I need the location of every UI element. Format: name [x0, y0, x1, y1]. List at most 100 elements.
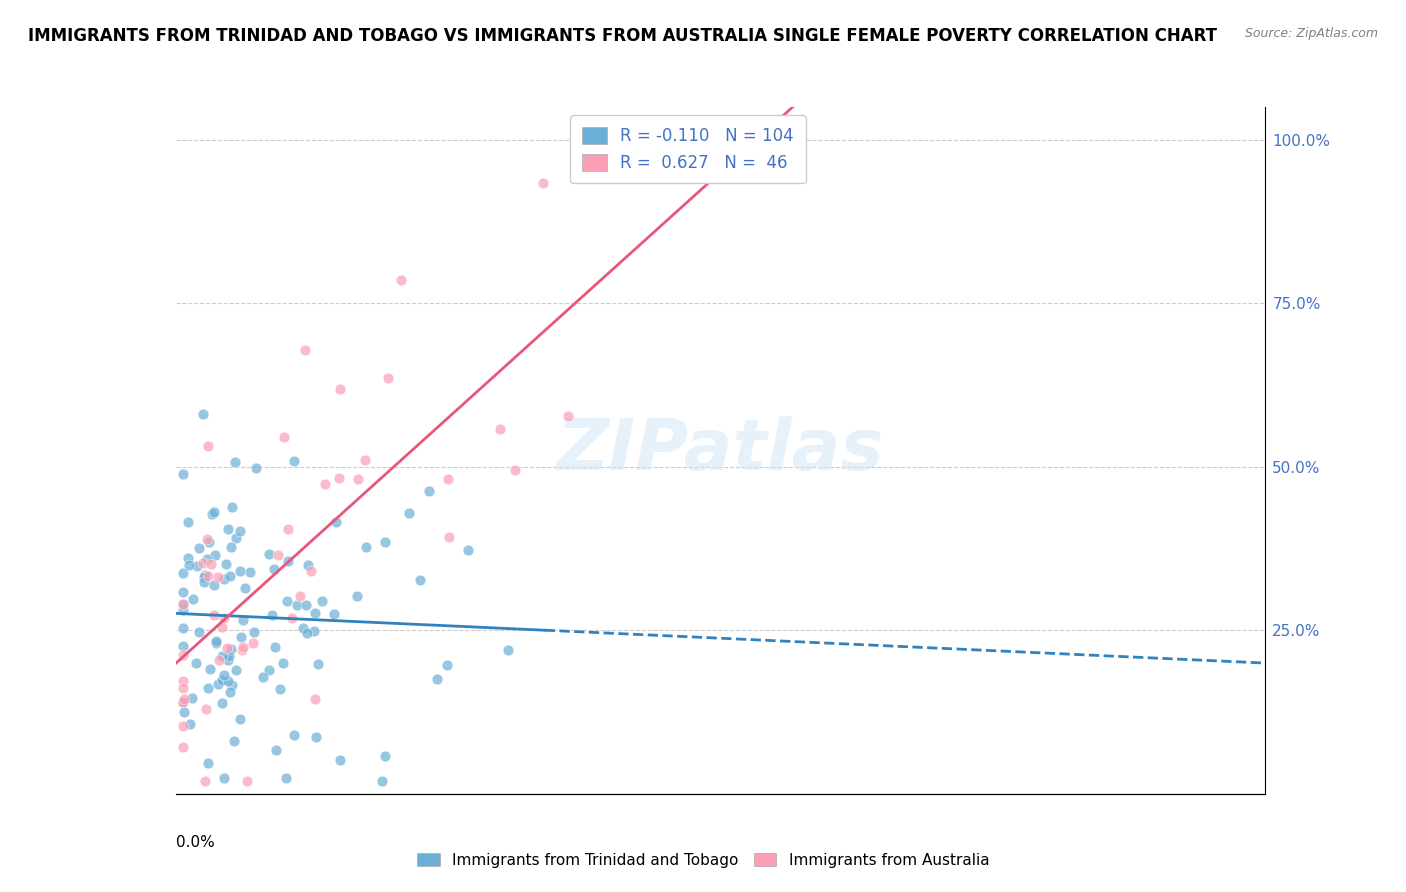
Point [215, 640, 238, 655]
Point [314, 476, 336, 491]
Point [323, 607, 346, 622]
Point [172, 640, 194, 654]
Point [498, 643, 520, 657]
Point [347, 472, 370, 486]
Point [211, 649, 233, 664]
Point [187, 625, 209, 640]
Point [426, 672, 449, 686]
Point [184, 656, 207, 670]
Point [273, 430, 295, 444]
Point [193, 570, 215, 584]
Point [236, 773, 259, 788]
Point [252, 670, 274, 684]
Point [197, 438, 219, 452]
Point [263, 562, 285, 576]
Legend: R = -0.110   N = 104, R =  0.627   N =  46: R = -0.110 N = 104, R = 0.627 N = 46 [571, 115, 806, 184]
Point [325, 516, 347, 530]
Point [243, 624, 266, 639]
Point [257, 663, 280, 677]
Point [211, 620, 233, 634]
Point [188, 541, 211, 555]
Point [172, 603, 194, 617]
Point [200, 557, 222, 571]
Point [418, 484, 440, 499]
Point [328, 471, 350, 485]
Point [232, 613, 254, 627]
Point [263, 640, 285, 654]
Point [212, 611, 235, 625]
Point [212, 772, 235, 786]
Point [239, 566, 262, 580]
Point [172, 597, 194, 611]
Point [329, 382, 352, 396]
Point [172, 695, 194, 709]
Point [231, 640, 253, 655]
Point [186, 558, 208, 573]
Point [207, 652, 229, 666]
Point [371, 773, 394, 788]
Point [219, 569, 242, 583]
Point [329, 753, 352, 767]
Point [273, 656, 295, 670]
Point [212, 572, 235, 586]
Point [259, 547, 281, 561]
Point [205, 634, 228, 648]
Point [242, 636, 264, 650]
Point [172, 740, 194, 755]
Point [231, 642, 253, 657]
Point [436, 657, 458, 672]
Point [229, 564, 252, 578]
Point [217, 653, 239, 667]
Point [389, 273, 412, 287]
Point [437, 531, 460, 545]
Point [489, 422, 512, 436]
Point [222, 733, 245, 747]
Point [197, 569, 219, 583]
Point [283, 728, 305, 742]
Text: Source: ZipAtlas.com: Source: ZipAtlas.com [1244, 27, 1378, 40]
Point [354, 453, 377, 467]
Point [294, 599, 316, 613]
Point [195, 702, 218, 716]
Point [262, 608, 284, 623]
Point [193, 575, 215, 590]
Point [218, 685, 240, 699]
Point [557, 409, 579, 423]
Point [172, 673, 194, 688]
Point [377, 371, 399, 385]
Point [217, 522, 239, 536]
Point [211, 696, 233, 710]
Text: 0.0%: 0.0% [176, 835, 215, 850]
Point [285, 598, 308, 612]
Text: IMMIGRANTS FROM TRINIDAD AND TOBAGO VS IMMIGRANTS FROM AUSTRALIA SINGLE FEMALE P: IMMIGRANTS FROM TRINIDAD AND TOBAGO VS I… [28, 27, 1218, 45]
Point [297, 558, 319, 572]
Point [503, 462, 526, 476]
Point [179, 716, 201, 731]
Point [202, 578, 225, 592]
Point [457, 542, 479, 557]
Point [292, 621, 315, 635]
Point [177, 558, 200, 573]
Point [277, 554, 299, 568]
Point [283, 453, 305, 467]
Point [172, 648, 194, 662]
Point [281, 610, 304, 624]
Point [172, 597, 194, 611]
Point [229, 712, 252, 726]
Point [304, 624, 326, 638]
Point [172, 695, 194, 709]
Point [191, 407, 214, 421]
Point [288, 590, 311, 604]
Point [276, 594, 298, 608]
Point [194, 567, 217, 582]
Point [219, 641, 242, 656]
Point [198, 662, 221, 676]
Point [229, 630, 252, 644]
Point [202, 505, 225, 519]
Point [197, 534, 219, 549]
Point [215, 557, 238, 571]
Point [202, 608, 225, 623]
Point [224, 455, 246, 469]
Point [172, 585, 194, 599]
Point [194, 773, 217, 788]
